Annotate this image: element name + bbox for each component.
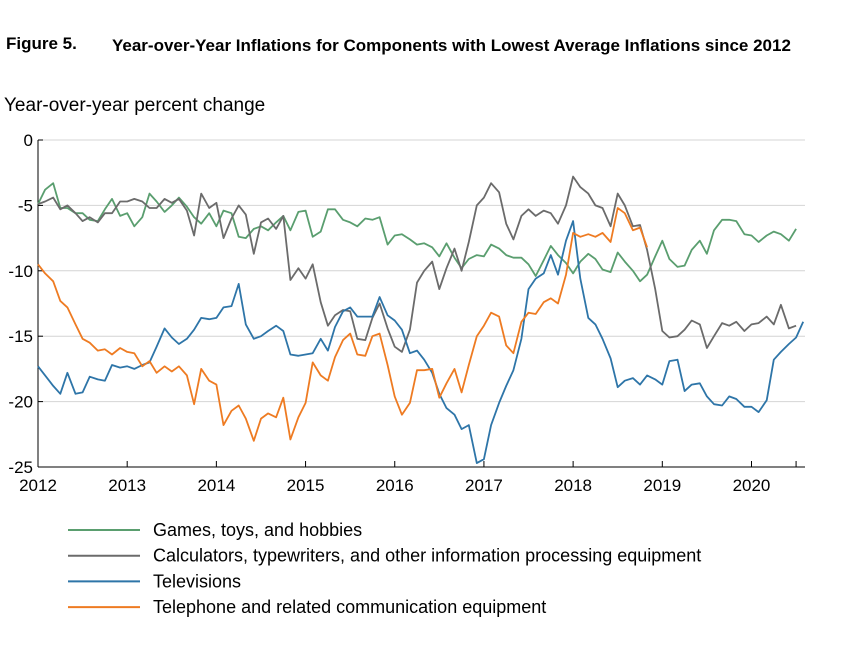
x-tick-label: 2016 [376,476,414,495]
gridlines [38,139,805,403]
legend: Games, toys, and hobbies Calculators, typ… [68,520,701,617]
x-tick-label: 2017 [465,476,503,495]
y-axis-label: Year-over-year percent change [4,95,266,116]
y-tick-label: -15 [8,327,33,346]
legend-label-2: Televisions [153,571,241,591]
x-tick-label: 2019 [643,476,681,495]
legend-label-1: Calculators, typewriters, and other info… [153,546,701,566]
legend-label-3: Telephone and related communication equi… [153,597,546,617]
x-tick-label: 2018 [554,476,592,495]
series-line-3 [37,207,648,442]
x-tick-label: 2013 [108,476,146,495]
x-tick-label: 2014 [197,476,235,495]
y-tick-label: -25 [8,458,33,477]
y-tick-label: 0 [24,131,33,150]
y-tick-label: -10 [8,262,33,281]
series-line-2 [37,220,805,464]
series-line-1 [37,175,797,353]
series-lines [37,175,805,464]
x-tick-label: 2020 [733,476,771,495]
y-tick-label: -20 [8,393,33,412]
x-tick-label: 2015 [287,476,325,495]
y-tick-label: -5 [18,196,33,215]
x-tick-label: 2012 [19,476,57,495]
figure-title: Year-over-Year Inflations for Components… [112,36,791,55]
legend-label-0: Games, toys, and hobbies [153,520,362,540]
figure-label: Figure 5. [6,34,77,53]
series-line-0 [37,182,797,283]
